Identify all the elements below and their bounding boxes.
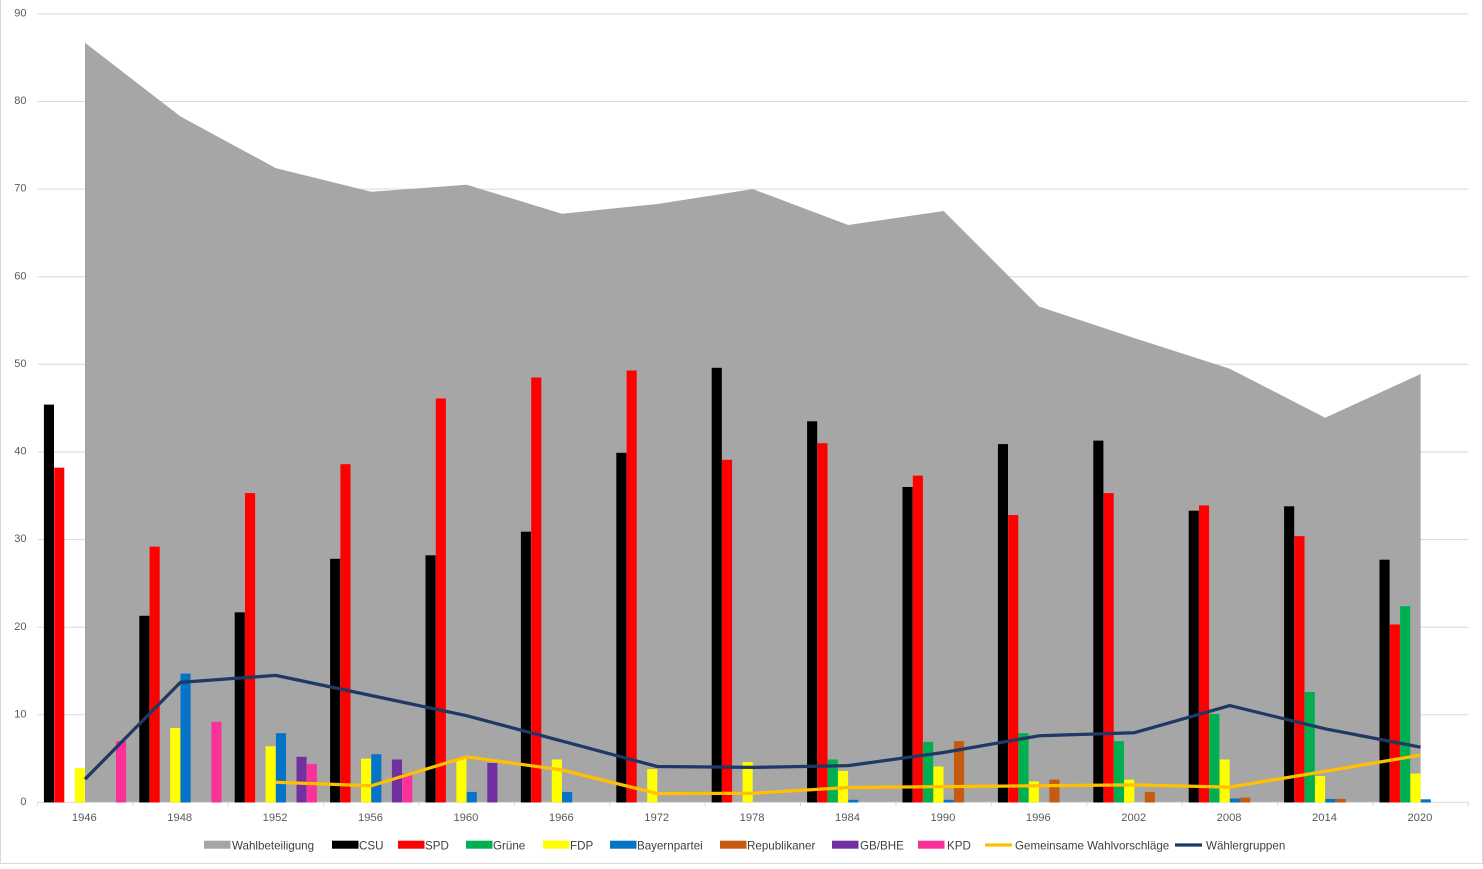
svg-text:80: 80 — [14, 95, 26, 107]
svg-text:10: 10 — [14, 708, 26, 720]
svg-text:0: 0 — [20, 796, 26, 808]
svg-text:70: 70 — [14, 183, 26, 195]
svg-text:2014: 2014 — [1312, 812, 1337, 824]
svg-text:Wählergruppen: Wählergruppen — [1206, 839, 1285, 852]
svg-text:30: 30 — [14, 533, 26, 545]
svg-text:1960: 1960 — [453, 812, 478, 824]
svg-text:FDP: FDP — [570, 839, 593, 852]
svg-text:1984: 1984 — [835, 812, 860, 824]
svg-text:1996: 1996 — [1026, 812, 1051, 824]
svg-text:Grüne: Grüne — [493, 839, 525, 852]
svg-text:1978: 1978 — [740, 812, 765, 824]
svg-text:1972: 1972 — [644, 812, 669, 824]
svg-text:SPD: SPD — [425, 839, 449, 852]
svg-text:2020: 2020 — [1407, 812, 1432, 824]
svg-text:1952: 1952 — [263, 812, 288, 824]
svg-text:1956: 1956 — [358, 812, 383, 824]
svg-text:40: 40 — [14, 446, 26, 458]
svg-text:GB/BHE: GB/BHE — [860, 839, 904, 852]
svg-text:Gemeinsame Wahlvorschläge: Gemeinsame Wahlvorschläge — [1015, 839, 1169, 852]
svg-text:Wahlbeteiligung: Wahlbeteiligung — [232, 839, 314, 852]
svg-text:50: 50 — [14, 358, 26, 370]
svg-text:Republikaner: Republikaner — [747, 839, 815, 852]
svg-text:1948: 1948 — [167, 812, 192, 824]
svg-text:KPD: KPD — [947, 839, 971, 852]
svg-text:1990: 1990 — [930, 812, 955, 824]
svg-text:CSU: CSU — [359, 839, 383, 852]
svg-text:2002: 2002 — [1121, 812, 1146, 824]
svg-text:1946: 1946 — [72, 812, 97, 824]
svg-text:60: 60 — [14, 270, 26, 282]
svg-text:2008: 2008 — [1217, 812, 1242, 824]
svg-text:Bayernpartei: Bayernpartei — [637, 839, 703, 852]
svg-text:20: 20 — [14, 621, 26, 633]
svg-text:1966: 1966 — [549, 812, 574, 824]
svg-text:90: 90 — [14, 8, 26, 20]
